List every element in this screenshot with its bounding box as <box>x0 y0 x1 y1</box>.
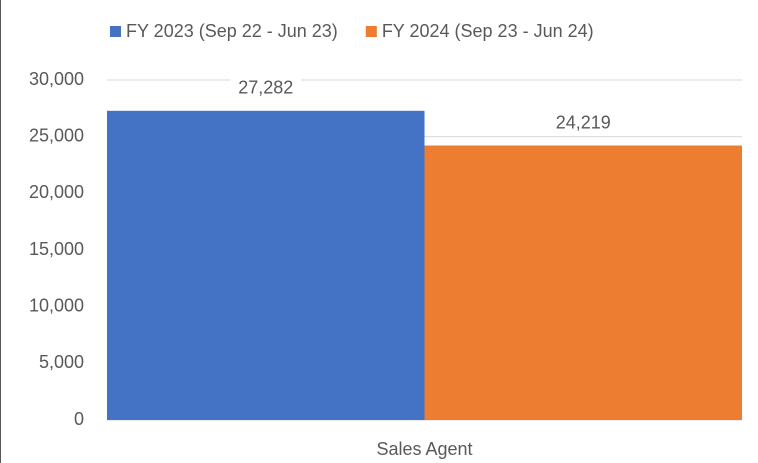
data-label-bg <box>547 111 619 136</box>
y-tick-label: 25,000 <box>29 125 84 145</box>
legend-swatch <box>110 26 121 37</box>
data-label-bg <box>230 76 302 101</box>
y-tick-label: 10,000 <box>29 295 84 315</box>
legend-swatch <box>365 26 377 37</box>
bar <box>424 145 742 420</box>
legend-label: FY 2024 (Sep 23 - Jun 24) <box>382 21 594 41</box>
legend-label: FY 2023 (Sep 22 - Jun 23) <box>126 21 338 41</box>
bar <box>107 110 425 420</box>
y-tick-label: 5,000 <box>39 352 84 372</box>
data-label: 27,282 <box>238 78 293 98</box>
y-tick-label: 30,000 <box>29 69 84 89</box>
x-tick-label: Sales Agent <box>376 439 472 459</box>
y-tick-label: 20,000 <box>29 182 84 202</box>
data-label: 24,219 <box>556 112 611 132</box>
y-tick-label: 15,000 <box>29 239 84 259</box>
y-tick-label: 0 <box>74 409 84 429</box>
